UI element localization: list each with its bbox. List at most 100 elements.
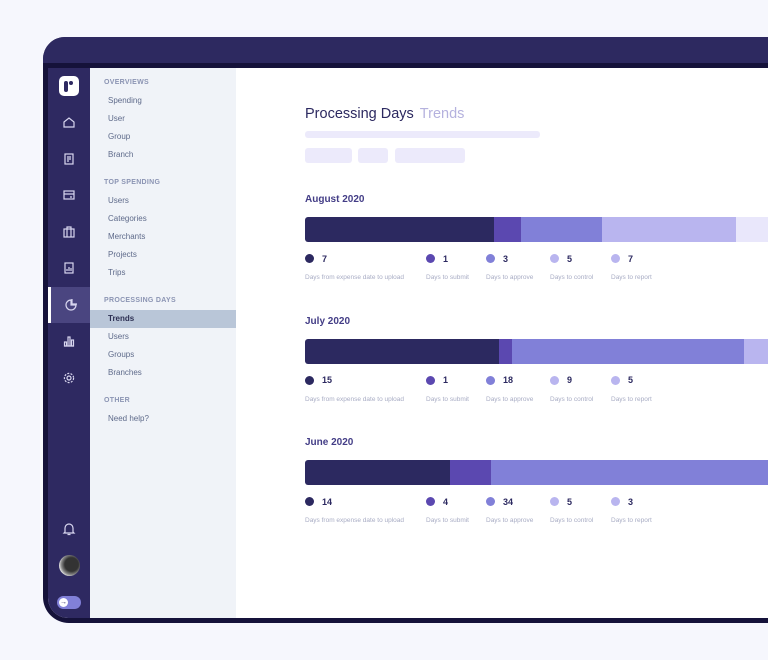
legend-dot xyxy=(550,375,559,385)
legend-value: 15 xyxy=(322,375,333,386)
bar-segment-upload[interactable] xyxy=(305,460,450,485)
legend-label: Days from expense date to upload xyxy=(305,517,405,524)
legend-item: 34 Days to approve xyxy=(486,493,533,524)
bar-segment-report[interactable] xyxy=(736,217,768,242)
bar-segment-approve[interactable] xyxy=(511,338,745,364)
month-title: June 2020 xyxy=(305,437,354,448)
legend-value: 7 xyxy=(628,253,634,264)
legend-label: Days to report xyxy=(611,395,652,403)
legend-item: 5 Days to control xyxy=(550,493,593,524)
legend-dot xyxy=(426,497,435,507)
legend-value: 14 xyxy=(322,496,333,507)
skeleton-line xyxy=(305,131,540,138)
legend-value: 5 xyxy=(567,496,573,507)
legend-dot xyxy=(305,497,314,507)
legend-dot xyxy=(486,497,495,507)
legend: 15 Days from expense date to upload 1 Days … xyxy=(305,372,768,408)
month-title: July 2020 xyxy=(305,315,351,327)
nav-item-branches[interactable]: Branches xyxy=(108,368,142,377)
page-title: Processing Days Trends xyxy=(305,106,464,122)
legend-value: 3 xyxy=(628,496,634,507)
bar-segment-approve[interactable] xyxy=(520,217,602,242)
bar-segment-upload[interactable] xyxy=(305,217,494,242)
legend-dot xyxy=(426,375,435,385)
bar-segment-submit[interactable] xyxy=(449,460,491,485)
legend-item: 1 Days to submit xyxy=(426,250,469,281)
bell-icon[interactable] xyxy=(48,511,90,547)
legend-label: Days to control xyxy=(550,274,594,281)
legend-dot xyxy=(486,375,495,385)
legend-item: 7 Days from expense date to upload xyxy=(305,250,404,281)
legend-value: 1 xyxy=(443,375,449,386)
nav-section-title: OTHER xyxy=(104,397,130,404)
legend-item: 15 Days from expense date to upload xyxy=(305,372,404,403)
month-block: August 2020 7 Days from expense date to up… xyxy=(305,194,768,286)
legend-label: Days to submit xyxy=(426,395,469,403)
legend-value: 9 xyxy=(567,375,573,386)
nav-item-categories[interactable]: Categories xyxy=(108,214,147,223)
nav-item-groups[interactable]: Groups xyxy=(108,350,135,359)
title-subtitle: Trends xyxy=(419,106,465,122)
nav-item-spending[interactable]: Spending xyxy=(108,96,142,105)
report-icon[interactable] xyxy=(48,250,90,286)
legend-item: 9 Days to control xyxy=(550,372,593,403)
nav-item-branch[interactable]: Branch xyxy=(108,150,134,159)
stacked-bar[interactable] xyxy=(305,217,768,242)
legend-label: Days to control xyxy=(550,395,594,403)
nav-item-group[interactable]: Group xyxy=(108,132,131,141)
legend-value: 1 xyxy=(443,253,449,264)
receipt-icon[interactable] xyxy=(48,141,90,177)
avatar[interactable] xyxy=(59,555,80,576)
nav-item-merchants[interactable]: Merchants xyxy=(108,232,146,241)
legend-label: Days to approve xyxy=(486,274,534,281)
bar-segment-control[interactable] xyxy=(744,338,768,364)
nav-item-trends[interactable]: Trends xyxy=(90,310,236,328)
briefcase-icon[interactable] xyxy=(48,214,90,250)
stacked-bar[interactable] xyxy=(305,460,768,485)
month-block: July 2020 15 Days from expense date to upl… xyxy=(305,316,768,408)
arrow-right-icon: → xyxy=(59,598,68,607)
legend: 7 Days from expense date to upload 1 Days t… xyxy=(305,250,768,286)
bar-segment-upload[interactable] xyxy=(305,338,499,364)
nav-item-trips[interactable]: Trips xyxy=(108,268,126,277)
legend-item: 5 Days to control xyxy=(550,250,593,281)
nav-section-title: TOP SPENDING xyxy=(104,179,161,186)
icon-sidebar: → xyxy=(48,68,90,618)
window-top-bar xyxy=(43,37,768,63)
secondary-nav: OVERVIEWS Spending User Group Branch TOP SPEN… xyxy=(90,68,236,618)
legend-item: 5 Days to report xyxy=(611,372,652,403)
legend-value: 7 xyxy=(322,253,328,264)
nav-item-users[interactable]: Users xyxy=(108,196,129,205)
gear-icon[interactable] xyxy=(48,360,90,396)
legend-label: Days to report xyxy=(611,517,652,524)
legend-value: 5 xyxy=(567,253,573,264)
legend-value: 34 xyxy=(503,496,514,507)
skeleton-chip xyxy=(305,148,352,163)
pie-chart-icon[interactable] xyxy=(48,286,90,323)
skeleton-chip xyxy=(395,148,465,163)
legend-label: Days to approve xyxy=(486,395,534,403)
stacked-bar[interactable] xyxy=(305,338,768,364)
bar-segment-submit[interactable] xyxy=(498,338,512,364)
bar-segment-submit[interactable] xyxy=(493,217,521,242)
bar-segment-control[interactable] xyxy=(601,217,737,242)
home-icon[interactable] xyxy=(48,104,90,140)
legend-dot xyxy=(550,497,559,507)
month-block: June 2020 14 Days from expense date to upl… xyxy=(305,437,768,529)
bar-chart-icon[interactable] xyxy=(48,323,90,359)
legend-dot xyxy=(550,254,559,264)
legend-dot xyxy=(305,375,314,385)
bar-segment-approve[interactable] xyxy=(491,460,768,485)
nav-item-user[interactable]: User xyxy=(108,114,125,123)
expand-toggle[interactable]: → xyxy=(57,596,81,609)
legend-value: 4 xyxy=(443,496,449,507)
app-logo[interactable] xyxy=(59,76,79,96)
nav-item-projects[interactable]: Projects xyxy=(108,250,137,259)
nav-item-need-help-[interactable]: Need help? xyxy=(108,414,149,423)
card-icon[interactable] xyxy=(48,177,90,213)
legend-label: Days from expense date to upload xyxy=(305,274,405,281)
nav-item-users[interactable]: Users xyxy=(108,332,129,341)
app-screen: → OVERVIEWS Spending User Group Branch TOP SP… xyxy=(48,68,768,618)
legend-dot xyxy=(611,375,620,385)
legend-label: Days to control xyxy=(550,517,594,524)
